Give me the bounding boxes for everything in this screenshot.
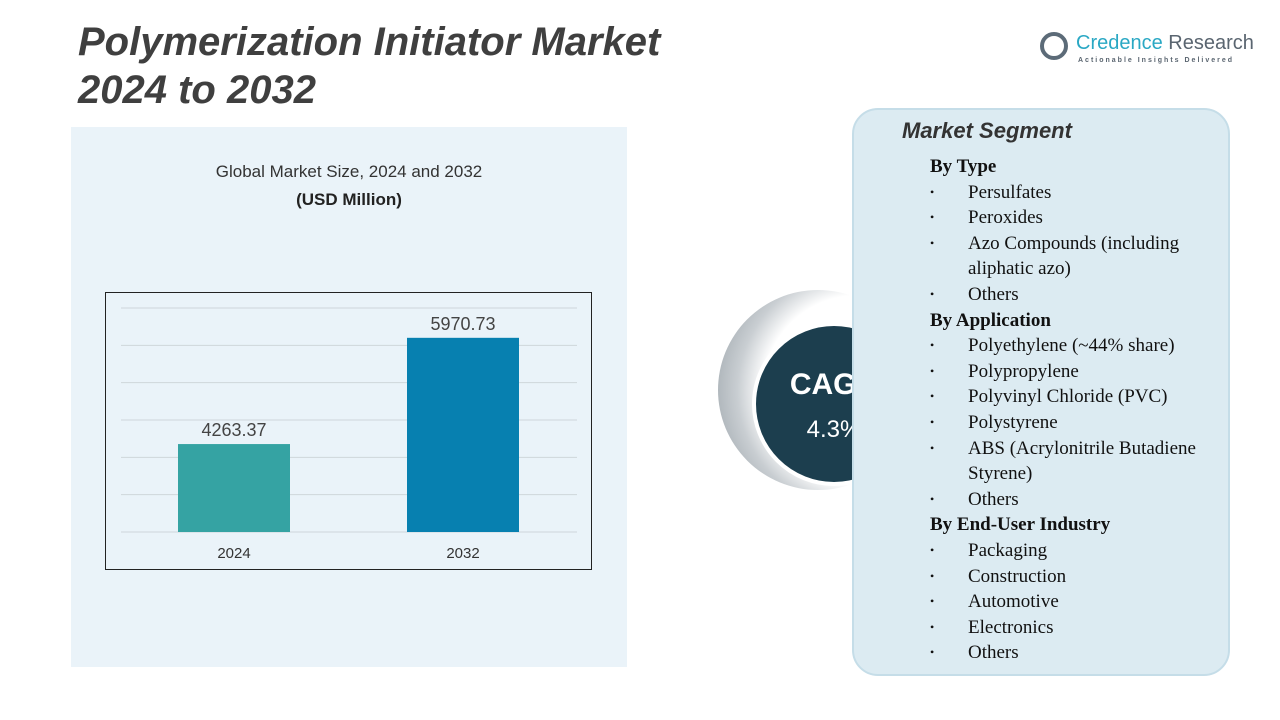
segment-item: Automotive	[930, 589, 1226, 615]
title-line-1: Polymerization Initiator Market	[78, 20, 661, 64]
x-tick-label: 2032	[446, 545, 479, 562]
segment-item: Peroxides	[930, 205, 1226, 231]
segment-item: Packaging	[930, 538, 1226, 564]
bar-2032	[407, 337, 519, 532]
data-label: 5970.73	[430, 314, 495, 334]
segment-title: Market Segment	[902, 118, 1072, 143]
segment-item: Others	[930, 282, 1226, 308]
segment-item: Others	[930, 487, 1226, 513]
segment-item: Construction	[930, 564, 1226, 590]
segment-item: Electronics	[930, 615, 1226, 641]
logo-chart-icon	[1040, 32, 1068, 60]
segment-item: Polypropylene	[930, 359, 1226, 385]
segment-item: Polystyrene	[930, 410, 1226, 436]
market-segment-panel: Market Segment By Type PersulfatesPeroxid…	[852, 108, 1230, 676]
logo-name-a: Credence	[1076, 32, 1163, 54]
chart-unit: (USD Million)	[296, 190, 402, 209]
segment-item: Polyvinyl Chloride (PVC)	[930, 384, 1226, 410]
bar-chart: 4263.37 2024 5970.73 2032	[105, 292, 592, 570]
bar-2024	[178, 444, 290, 532]
logo-tagline: Actionable Insights Delivered	[1078, 57, 1235, 64]
segment-group-header: By Application	[930, 309, 1051, 331]
title-line-2: 2024 to 2032	[78, 68, 316, 112]
x-tick-label: 2024	[217, 545, 250, 562]
credence-research-logo: Credence Research Actionable Insights De…	[1040, 30, 1255, 70]
segment-list: By Type PersulfatesPeroxidesAzo Compounds…	[930, 154, 1226, 666]
segment-item: Others	[930, 640, 1226, 666]
logo-name-b: Research	[1162, 32, 1254, 54]
chart-panel: Global Market Size, 2024 and 2032 (USD M…	[71, 127, 627, 667]
segment-group-header: By End-User Industry	[930, 514, 1111, 536]
chart-title: Global Market Size, 2024 and 2032	[215, 162, 483, 181]
segment-item: Polyethylene (~44% share)	[930, 333, 1226, 359]
segment-item: Persulfates	[930, 180, 1226, 206]
segment-item: ABS (Acrylonitrile Butadiene Styrene)	[930, 436, 1226, 487]
page-title: Polymerization Initiator Market 2024 to 2…	[78, 18, 660, 114]
data-label: 4263.37	[201, 420, 266, 440]
segment-group-header: By Type	[930, 156, 997, 177]
chart-svg: 4263.37 2024 5970.73 2032	[121, 307, 577, 562]
logo-name: Credence Research	[1076, 32, 1254, 55]
segment-item: Azo Compounds (including aliphatic azo)	[930, 231, 1226, 282]
